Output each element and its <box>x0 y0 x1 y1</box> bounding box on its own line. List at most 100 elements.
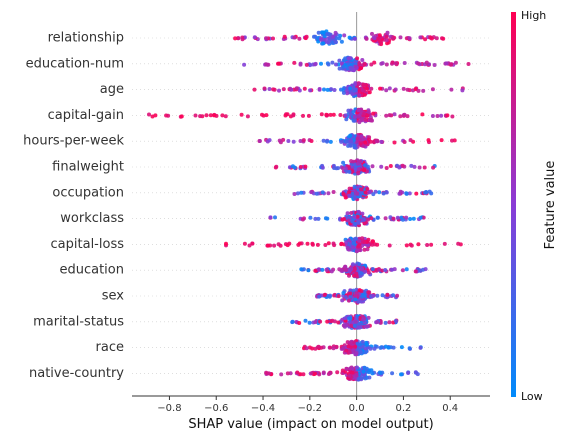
shap-point <box>379 140 383 144</box>
shap-point <box>274 165 278 169</box>
shap-point <box>365 37 369 41</box>
feature-label: capital-gain <box>48 108 124 123</box>
shap-point <box>363 93 367 97</box>
feature-label: capital-loss <box>51 237 125 252</box>
shap-point <box>358 288 362 292</box>
shap-point <box>291 113 295 117</box>
shap-point <box>375 243 379 247</box>
shap-point <box>343 316 347 320</box>
shap-point <box>360 236 364 240</box>
shap-point <box>329 140 333 144</box>
shap-point <box>355 366 359 370</box>
shap-point <box>153 113 157 117</box>
shap-point <box>359 187 363 191</box>
shap-point <box>431 114 435 118</box>
shap-point <box>423 191 427 195</box>
shap-point <box>313 372 317 376</box>
shap-point <box>390 268 394 272</box>
shap-point <box>271 37 275 41</box>
feature-rows: relationshipeducation-numagecapital-gain… <box>23 31 490 381</box>
shap-point <box>353 324 357 328</box>
shap-point <box>328 346 332 350</box>
shap-point <box>323 243 327 247</box>
shap-point <box>410 244 414 248</box>
shap-point <box>381 61 385 65</box>
shap-point <box>355 373 359 377</box>
shap-point <box>338 113 342 117</box>
shap-point <box>328 36 332 40</box>
shap-point <box>357 93 361 97</box>
shap-point <box>333 88 337 92</box>
shap-point <box>450 115 454 119</box>
shap-point <box>322 371 326 375</box>
x-tick-label: −0.2 <box>298 403 322 414</box>
shap-point <box>409 138 413 142</box>
shap-point <box>385 35 389 39</box>
shap-point <box>349 267 353 271</box>
shap-point <box>395 294 399 298</box>
shap-point <box>371 112 375 116</box>
feature-label: workclass <box>60 211 124 226</box>
shap-point <box>260 113 264 117</box>
shap-point <box>344 323 348 327</box>
shap-point <box>358 159 362 163</box>
shap-point <box>394 319 398 323</box>
shap-point <box>444 61 448 65</box>
shap-point <box>347 248 351 252</box>
shap-point <box>320 268 324 272</box>
shap-point <box>297 37 301 41</box>
shap-point <box>365 343 369 347</box>
shap-point <box>396 216 400 220</box>
shap-point <box>394 61 398 65</box>
shap-point <box>379 165 383 169</box>
shap-point <box>353 196 357 200</box>
shap-point <box>352 119 356 123</box>
shap-point <box>296 191 300 195</box>
shap-point <box>361 318 365 322</box>
shap-point <box>372 35 376 39</box>
shap-point <box>367 376 371 380</box>
shap-point <box>277 89 281 93</box>
shap-point <box>281 138 285 142</box>
shap-point <box>344 295 348 299</box>
shap-point <box>402 113 406 117</box>
shap-point <box>400 345 404 349</box>
shap-point <box>322 139 326 143</box>
shap-point <box>326 191 330 195</box>
shap-point <box>330 61 334 65</box>
x-axis: −0.8 −0.6 −0.4 −0.2 0.0 0.2 0.4 SHAP value (im… <box>132 396 490 432</box>
shap-point <box>318 87 322 91</box>
shap-point <box>429 191 433 195</box>
shap-point <box>325 268 329 272</box>
shap-point <box>353 294 357 298</box>
shap-point <box>353 185 357 189</box>
shap-point <box>387 346 391 350</box>
shap-point <box>362 83 366 87</box>
shap-point <box>319 62 323 66</box>
shap-point <box>194 114 198 118</box>
shap-point <box>388 86 392 90</box>
shap-point <box>364 325 368 329</box>
shap-point <box>224 114 228 118</box>
shap-point <box>391 217 395 221</box>
shap-point <box>317 267 321 271</box>
shap-point <box>282 87 286 91</box>
shap-point <box>375 320 379 324</box>
shap-point <box>284 114 288 118</box>
shap-point <box>325 140 329 144</box>
shap-point <box>297 321 301 325</box>
shap-point <box>348 36 352 40</box>
shap-point <box>342 91 346 95</box>
shap-point <box>365 187 369 191</box>
shap-point <box>390 371 394 375</box>
shap-point <box>364 350 368 354</box>
colorbar-high-label: High <box>521 9 546 22</box>
shap-point <box>327 63 331 67</box>
shap-point <box>394 88 398 92</box>
shap-point <box>352 274 356 278</box>
shap-point <box>408 346 412 350</box>
shap-point <box>358 343 362 347</box>
shap-point <box>318 320 322 324</box>
shap-point <box>342 217 346 221</box>
